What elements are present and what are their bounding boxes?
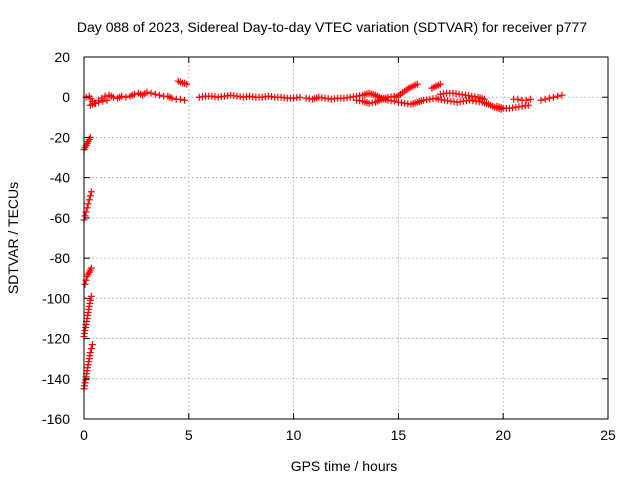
data-point-plus xyxy=(296,93,304,101)
data-point-plus xyxy=(413,80,421,88)
data-point-plus xyxy=(480,95,488,103)
data-point-plus xyxy=(86,192,94,200)
data-point-plus xyxy=(87,292,95,300)
x-tick-label: 25 xyxy=(600,427,616,443)
data-point-plus xyxy=(90,99,98,107)
data-point-plus xyxy=(514,95,522,103)
data-point-plus xyxy=(168,94,176,102)
data-point-plus xyxy=(545,94,553,102)
chart-title: Day 088 of 2023, Sidereal Day-to-day VTE… xyxy=(77,19,587,35)
data-point-plus xyxy=(99,97,107,105)
y-tick-label: -120 xyxy=(42,331,70,347)
data-point-plus xyxy=(122,93,130,101)
data-point-plus xyxy=(83,204,91,212)
data-point-plus xyxy=(155,91,163,99)
data-point-plus xyxy=(541,95,549,103)
data-point-plus xyxy=(95,98,103,106)
y-tick-label: -40 xyxy=(50,170,70,186)
data-point-plus xyxy=(526,95,534,103)
data-point-plus xyxy=(524,101,532,109)
data-point-plus xyxy=(109,93,117,101)
y-tick-label: -140 xyxy=(42,371,70,387)
data-point-plus xyxy=(143,88,151,96)
data-point-plus xyxy=(87,188,95,196)
y-tick-labels: -160 -140 -120 -100 -80 -60 -40 -20 0 20 xyxy=(42,49,70,427)
data-point-plus xyxy=(176,95,184,103)
ticks-layer xyxy=(83,56,609,420)
y-tick-label: -60 xyxy=(50,210,70,226)
data-point-plus xyxy=(81,280,89,288)
data-point-plus xyxy=(84,200,92,208)
data-point-plus xyxy=(558,91,566,99)
data-point-plus xyxy=(537,96,545,104)
data-point-plus xyxy=(550,93,558,101)
y-tick-label: -80 xyxy=(50,250,70,266)
data-point-plus xyxy=(181,96,189,104)
y-axis-title: SDTVAR / TECUs xyxy=(5,182,21,294)
y-tick-label: -160 xyxy=(42,411,70,427)
y-tick-label: 0 xyxy=(62,89,70,105)
data-point-plus xyxy=(103,96,111,104)
data-point-plus xyxy=(151,90,159,98)
data-point-plus xyxy=(87,345,95,353)
data-point-plus xyxy=(118,92,126,100)
data-layer xyxy=(80,77,566,393)
data-point-plus xyxy=(147,89,155,97)
x-tick-label: 0 xyxy=(80,427,88,443)
data-point-plus xyxy=(130,90,138,98)
data-point-plus xyxy=(436,80,444,88)
x-tick-label: 15 xyxy=(391,427,407,443)
data-point-plus xyxy=(554,92,562,100)
plot-frame xyxy=(83,56,609,420)
grid-layer xyxy=(84,57,608,419)
data-point-plus xyxy=(101,92,109,100)
data-point-plus xyxy=(86,296,94,304)
y-tick-label: -100 xyxy=(42,290,70,306)
y-tick-label: -20 xyxy=(50,129,70,145)
data-point-plus xyxy=(88,341,96,349)
data-point-plus xyxy=(87,264,95,272)
data-point-plus xyxy=(86,349,94,357)
x-tick-label: 5 xyxy=(185,427,193,443)
y-tick-label: 20 xyxy=(54,49,70,65)
data-point-plus xyxy=(522,96,530,104)
x-tick-label: 10 xyxy=(286,427,302,443)
data-point-plus xyxy=(85,196,93,204)
x-tick-label: 20 xyxy=(495,427,511,443)
x-tick-labels: 0 5 10 15 20 25 xyxy=(80,427,616,443)
data-point-plus xyxy=(183,80,191,88)
x-axis-title: GPS time / hours xyxy=(291,458,398,474)
